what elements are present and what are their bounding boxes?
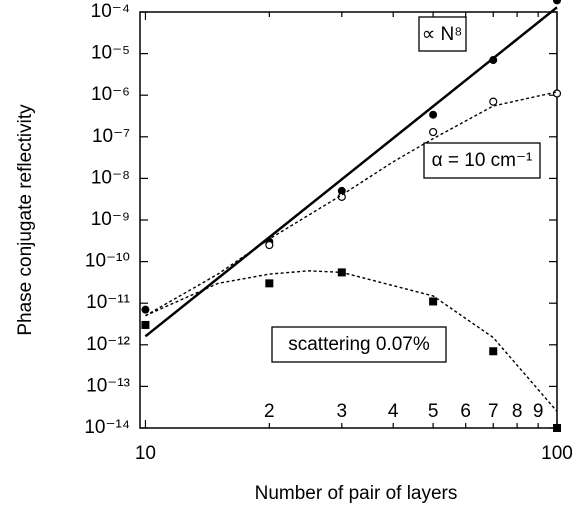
plot-frame [139, 11, 558, 429]
x-tick-label: 8 [512, 401, 523, 422]
x-tick-label: 4 [388, 401, 399, 422]
y-tick-label: 10⁻⁵ [91, 43, 130, 64]
y-tick-label: 10⁻⁴ [91, 1, 130, 22]
point [141, 305, 150, 314]
point [489, 347, 498, 356]
annotation-box [271, 326, 447, 363]
fit-line [144, 6, 558, 338]
point [553, 0, 561, 5]
y-tick-label: 10⁻⁷ [92, 126, 130, 147]
fit-line [145, 91, 558, 317]
x-tick-label: 2 [264, 401, 275, 422]
x-tick-label: 6 [460, 401, 471, 422]
y-tick-label: 10⁻¹⁰ [85, 251, 130, 272]
point [265, 279, 274, 288]
x-tick-label: 3 [337, 401, 348, 422]
y-tick-label: 10⁻⁸ [91, 167, 130, 188]
point [429, 110, 438, 119]
point [489, 97, 498, 106]
x-tick-label: 9 [533, 401, 544, 422]
point [553, 424, 561, 432]
fit-line [145, 270, 558, 412]
point [552, 89, 562, 98]
x-tick-label: 7 [488, 401, 499, 422]
y-tick-label: 10⁻¹⁴ [84, 417, 130, 438]
annotation: α = 10 cm⁻¹ [432, 150, 533, 171]
x-tick-label: 10 [135, 443, 156, 464]
annotation-box [418, 16, 467, 52]
y-tick-label: 10⁻⁶ [91, 84, 130, 105]
y-tick-label: 10⁻¹² [86, 334, 130, 355]
y-tick-label: 10⁻⁹ [91, 209, 130, 230]
y-tick-label: 10⁻¹³ [86, 375, 130, 396]
x-axis-label: Number of pair of layers [255, 483, 458, 504]
annotation: scattering 0.07% [288, 334, 430, 355]
y-tick-label: 10⁻¹¹ [86, 292, 130, 313]
point [141, 320, 150, 329]
point [265, 240, 274, 250]
x-tick-label: 5 [428, 401, 439, 422]
point [429, 297, 438, 306]
annotation-box [423, 142, 541, 179]
point [429, 127, 438, 137]
annotation: ∝ N⁸ [422, 24, 463, 45]
y-axis-label: Phase conjugate reflectivity [15, 104, 36, 336]
x-tick-label: 100 [541, 443, 573, 464]
